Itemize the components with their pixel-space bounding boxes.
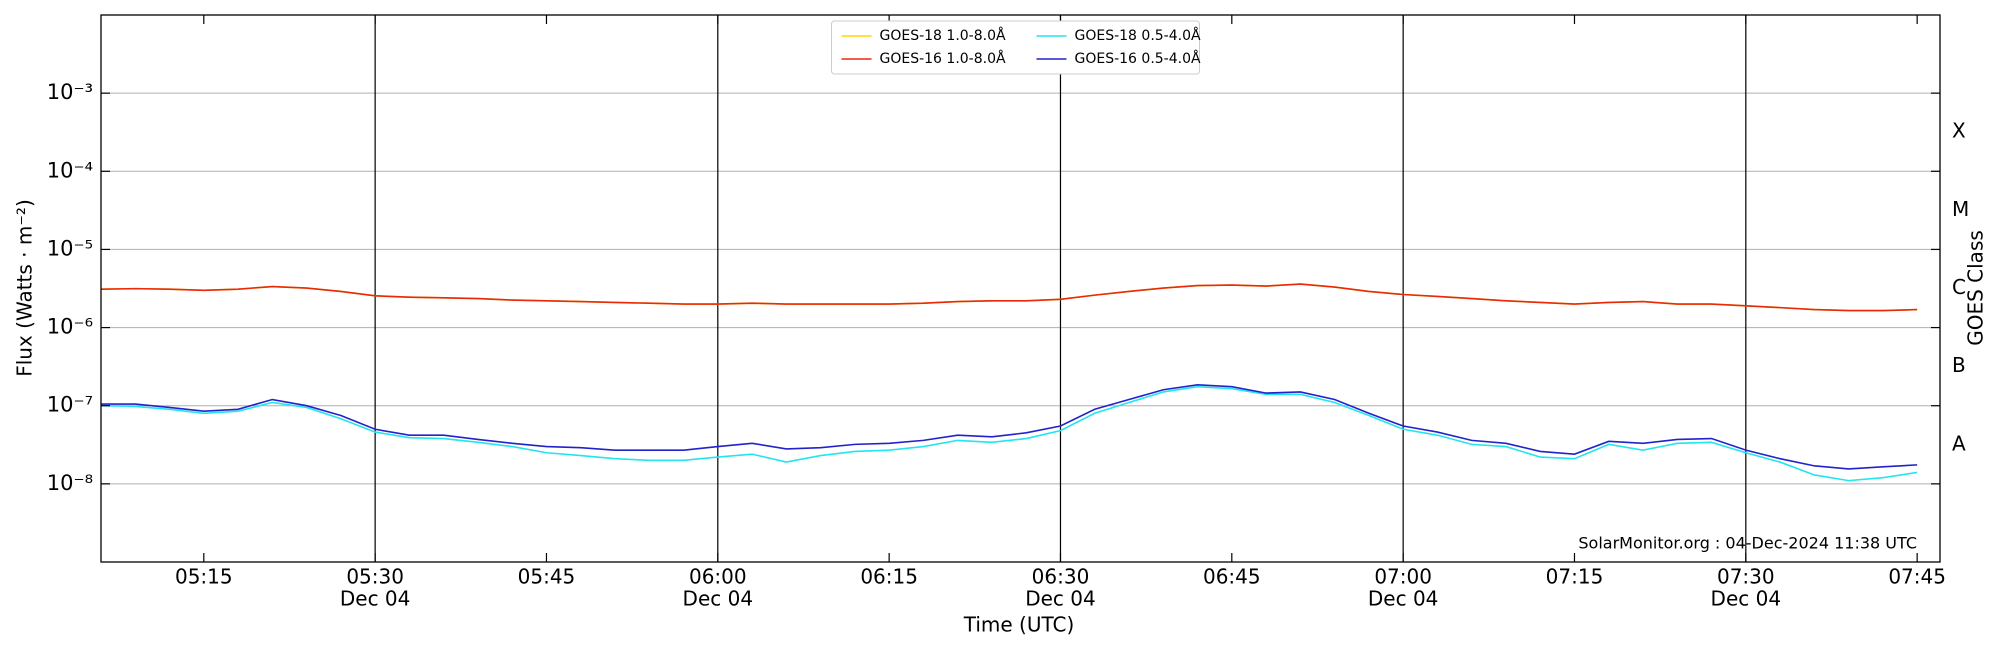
legend-label: GOES-18 0.5-4.0Å	[1075, 27, 1201, 44]
y-axis-label: Flux (Watts · m⁻²)	[13, 199, 37, 377]
legend: GOES-18 1.0-8.0Å GOES-16 1.0-8.0Å GOES-18 …	[831, 20, 1201, 75]
legend-label: GOES-16 0.5-4.0Å	[1075, 50, 1201, 67]
plot-frame	[100, 14, 1941, 563]
y-tick-label: 10⁻⁷	[47, 393, 93, 417]
lines	[100, 283, 1918, 482]
y-tick-label: 10⁻⁵	[47, 236, 93, 260]
x-tick-label: 05:15	[175, 565, 233, 589]
y-tick-label: 10⁻⁸	[47, 471, 93, 495]
x-tick-label: 07:15	[1546, 565, 1604, 589]
class-label: C	[1952, 275, 1966, 299]
x-tick-label: 07:45	[1888, 565, 1946, 589]
x-tick-label: 07:30	[1717, 565, 1775, 589]
class-label: M	[1952, 197, 1969, 221]
series-line	[101, 384, 1918, 470]
class-label: X	[1952, 119, 1966, 143]
x-tick-date: Dec 04	[1025, 587, 1096, 611]
y-tick-label: 10⁻⁴	[47, 158, 93, 182]
x-tick-label: 05:30	[346, 565, 404, 589]
x-tick-label: 07:00	[1374, 565, 1432, 589]
series-line	[100, 385, 1918, 482]
y-tick-label: 10⁻³	[47, 80, 93, 104]
x-tick-label: 05:45	[518, 565, 576, 589]
series-line	[100, 283, 1918, 312]
x-tick-label: 06:30	[1032, 565, 1090, 589]
x-tick-date: Dec 04	[683, 587, 754, 611]
y2-axis-label: GOES Class	[1964, 230, 1988, 346]
x-axis-label: Time (UTC)	[963, 613, 1075, 637]
series-line	[100, 283, 1918, 312]
x-tick-label: 06:45	[1203, 565, 1261, 589]
annotation: SolarMonitor.org : 04-Dec-2024 11:38 UTC	[1578, 534, 1917, 553]
legend-label: GOES-16 1.0-8.0Å	[880, 50, 1006, 67]
legend-box	[831, 20, 1200, 75]
x-tick-label: 06:00	[689, 565, 747, 589]
grid	[101, 15, 1940, 562]
x-tick-date: Dec 04	[1368, 587, 1439, 611]
y-tick-label: 10⁻⁶	[47, 315, 93, 339]
legend-label: GOES-18 1.0-8.0Å	[880, 27, 1006, 44]
class-label: B	[1952, 353, 1966, 377]
class-label: A	[1952, 431, 1966, 455]
x-tick-label: 06:15	[860, 565, 918, 589]
x-tick-date: Dec 04	[1711, 587, 1782, 611]
x-tick-date: Dec 04	[340, 587, 411, 611]
